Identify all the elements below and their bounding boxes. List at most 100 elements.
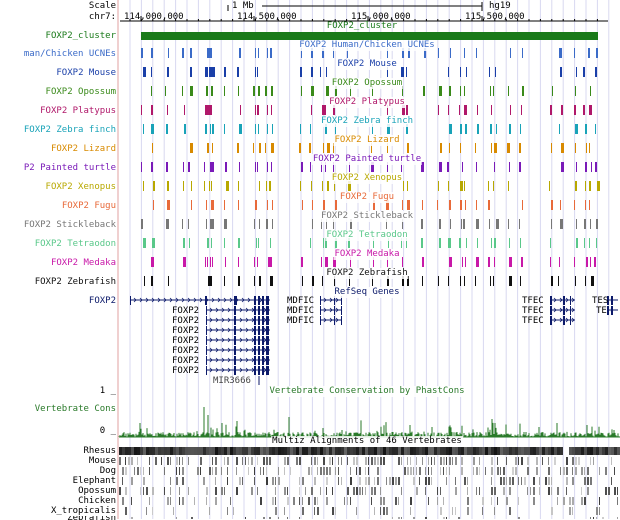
element-mark [496, 219, 499, 229]
alignment-block [149, 447, 152, 455]
track-label-medaka[interactable]: FOXP2 Medaka [50, 258, 116, 268]
alignment-block [347, 447, 350, 455]
track-label-zebra-finch[interactable]: FOXP2 Zebra finch [23, 125, 116, 135]
species-label-dog[interactable]: Dog [99, 466, 116, 476]
foxp2-strand-arrow [241, 297, 245, 303]
track-label-opossum[interactable]: FOXP2 Opossum [45, 87, 116, 97]
element-mark [205, 257, 206, 267]
gene-label-foxp2[interactable]: FOXP2 [172, 336, 200, 346]
alignment-block [224, 487, 225, 495]
track-label-painted-turtle[interactable]: P2 Painted turtle [23, 163, 116, 173]
alignment-block [347, 457, 348, 465]
alignment-block [251, 447, 254, 455]
track-label-fugu[interactable]: FOXP2 Fugu [61, 201, 116, 211]
tes-exon [607, 306, 609, 315]
foxp2-exon [262, 316, 264, 325]
gene-label-mdfic[interactable]: MDFIC [287, 306, 315, 316]
alignment-block [371, 447, 374, 455]
species-label-chicken[interactable]: Chicken [78, 496, 116, 506]
species-label-opossum[interactable]: Opossum [78, 486, 116, 496]
element-mark [238, 238, 240, 248]
track-label-xenopus[interactable]: FOXP2 Xenopus [45, 182, 116, 192]
element-mark [270, 238, 271, 248]
gene-label-mdfic[interactable]: MDFIC [287, 296, 315, 306]
alignment-block [332, 507, 334, 515]
element-mark [350, 86, 351, 96]
foxp2-strand-arrow [239, 367, 243, 373]
alignment-block [536, 447, 539, 455]
alignment-block [140, 487, 141, 495]
element-mark [488, 257, 490, 267]
element-mark [510, 48, 511, 58]
track-label-lizard[interactable]: FOXP2 Lizard [50, 144, 116, 154]
species-label-x-tropicalis[interactable]: X_tropicalis [50, 506, 116, 516]
foxp2-strand-arrow [209, 347, 213, 353]
track-label-mouse[interactable]: FOXP2 Mouse [56, 68, 116, 78]
alignment-block [281, 447, 284, 455]
gene-label-tfec[interactable]: TFEC [522, 306, 544, 316]
track-label-vertebrate-cons[interactable]: Vertebrate Cons [34, 404, 116, 414]
alignment-block [410, 497, 412, 505]
alignment-block [227, 507, 228, 515]
track-label-tetraodon[interactable]: FOXP2 Tetraodon [34, 239, 116, 249]
alignment-block [182, 497, 184, 505]
alignment-block [554, 447, 557, 455]
alignment-block [143, 487, 144, 495]
alignment-block [341, 447, 344, 455]
track-label-ucnes[interactable]: man/Chicken UCNEs [23, 49, 116, 59]
alignment-block [569, 497, 571, 505]
element-mark [560, 67, 562, 77]
alignment-block [350, 497, 351, 505]
element-mark [475, 276, 476, 286]
track-label-zebrafish[interactable]: FOXP2 Zebrafish [34, 277, 116, 287]
gene-label-tfec[interactable]: TFEC [522, 316, 544, 326]
alignment-block [398, 477, 400, 485]
element-mark [373, 200, 375, 210]
species-label-zebrafish[interactable]: Zebrafish [0, 516, 116, 520]
gene-label-mdfic[interactable]: MDFIC [287, 316, 315, 326]
alignment-block [206, 487, 208, 495]
gene-label-tes[interactable]: TE [596, 306, 607, 316]
alignment-block [497, 497, 498, 505]
alignment-block [497, 467, 499, 475]
element-mark [508, 181, 509, 191]
alignment-block [245, 447, 248, 455]
track-label-stickleback[interactable]: FOXP2 Stickleback [23, 220, 116, 230]
gene-label-tfec[interactable]: TFEC [522, 296, 544, 306]
element-mark [335, 200, 337, 210]
gene-label-foxp2[interactable]: FOXP2 [172, 346, 200, 356]
gene-label-mir3666[interactable]: MIR3666 [213, 376, 251, 386]
alignment-block [404, 447, 407, 455]
alignment-block [608, 447, 611, 455]
element-mark [387, 257, 388, 267]
gene-label-foxp2[interactable]: FOXP2 [172, 366, 200, 376]
alignment-block [551, 447, 554, 455]
alignment-block [518, 477, 519, 485]
element-mark [350, 219, 352, 229]
track-label-foxp2-cluster[interactable]: FOXP2_cluster [45, 31, 116, 41]
element-mark [575, 276, 576, 286]
species-label-elephant[interactable]: Elephant [72, 476, 116, 486]
alignment-block [329, 447, 332, 455]
track-label-refseq[interactable]: FOXP2 [88, 296, 116, 306]
alignment-block [539, 487, 540, 495]
species-label-rhesus[interactable]: Rhesus [83, 446, 116, 456]
track-label-platypus[interactable]: FOXP2 Platypus [40, 106, 116, 116]
gene-label-foxp2[interactable]: FOXP2 [172, 306, 200, 316]
alignment-block [227, 447, 230, 455]
element-mark [255, 124, 256, 134]
species-label-mouse[interactable]: Mouse [88, 456, 116, 466]
gene-label-tes[interactable]: TES [592, 296, 609, 306]
gene-label-foxp2[interactable]: FOXP2 [172, 316, 200, 326]
gene-label-foxp2[interactable]: FOXP2 [172, 326, 200, 336]
element-mark [152, 238, 155, 248]
element-mark [465, 257, 466, 267]
foxp2-cluster-bar[interactable] [141, 32, 598, 40]
foxp2-exon [262, 336, 264, 345]
alignment-block [332, 457, 333, 465]
foxp2-exon [254, 366, 256, 375]
alignment-block [455, 457, 457, 465]
gene-label-foxp2[interactable]: FOXP2 [172, 356, 200, 366]
mdfic-exon [334, 316, 335, 325]
element-mark [387, 162, 388, 172]
